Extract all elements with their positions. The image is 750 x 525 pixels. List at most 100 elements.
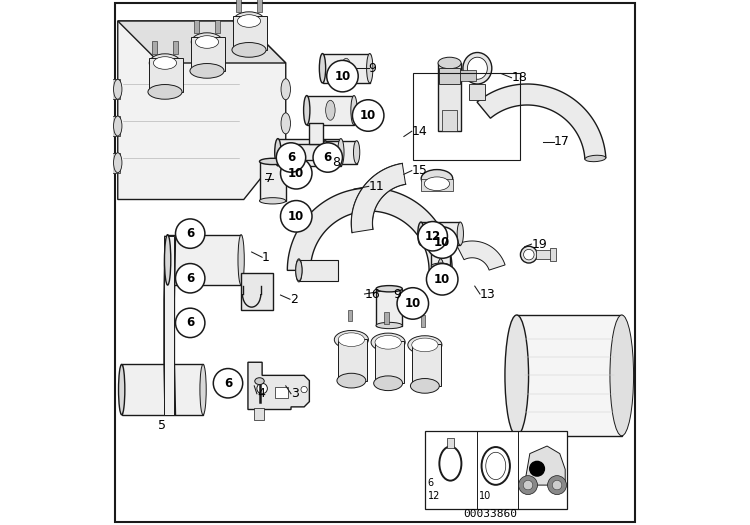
Ellipse shape [505,315,529,436]
Ellipse shape [190,64,224,78]
Ellipse shape [113,153,122,173]
Text: 6: 6 [186,317,194,329]
Text: 18: 18 [512,71,527,84]
Bar [460,70,476,81]
Ellipse shape [148,85,182,99]
Text: 17: 17 [554,135,569,148]
Ellipse shape [467,57,488,79]
Ellipse shape [113,116,122,136]
Bar [431,240,450,266]
Bar [309,123,322,144]
Bar [517,315,622,436]
Circle shape [352,100,384,131]
Polygon shape [118,21,286,63]
Ellipse shape [327,144,334,160]
Bar [191,37,226,71]
Bar [194,20,199,33]
Bar [322,54,370,83]
Ellipse shape [437,259,444,282]
Ellipse shape [320,54,326,83]
Polygon shape [477,84,606,159]
Bar [233,16,267,50]
Text: 16: 16 [364,288,380,300]
Circle shape [427,264,458,295]
Ellipse shape [408,336,442,354]
Bar [438,63,461,131]
Text: 1: 1 [262,251,270,264]
Polygon shape [248,362,309,410]
Ellipse shape [149,54,181,72]
Ellipse shape [113,79,122,99]
Circle shape [280,158,312,189]
Circle shape [327,60,358,92]
Circle shape [418,222,448,251]
Bar [149,58,183,92]
Ellipse shape [196,36,218,48]
Polygon shape [298,260,338,281]
Text: 10: 10 [288,167,304,180]
Ellipse shape [334,331,368,349]
Ellipse shape [376,286,402,292]
Ellipse shape [458,222,464,245]
Text: 10: 10 [434,273,450,286]
Bar [110,116,120,136]
Ellipse shape [232,43,266,57]
Polygon shape [287,188,452,270]
Ellipse shape [338,333,364,347]
Ellipse shape [438,57,461,69]
Ellipse shape [341,58,351,78]
Text: 6: 6 [324,151,332,164]
Circle shape [176,264,205,293]
Ellipse shape [281,113,290,134]
Circle shape [552,480,562,490]
Bar [421,222,460,245]
Text: 6: 6 [427,478,433,488]
Ellipse shape [431,237,450,243]
Bar [422,315,425,327]
Bar [412,344,441,386]
Ellipse shape [164,235,171,285]
Text: 00033860: 00033860 [464,509,518,519]
Bar [110,79,120,99]
Text: 3: 3 [291,387,298,400]
Ellipse shape [424,177,449,191]
Bar [375,341,404,383]
Text: 10: 10 [405,297,421,310]
Text: 12: 12 [424,230,441,243]
Bar [439,68,460,84]
Ellipse shape [337,373,366,388]
Ellipse shape [610,315,634,436]
Bar [442,110,457,131]
Circle shape [301,386,307,393]
Bar [257,0,262,12]
Bar [376,289,402,326]
Polygon shape [352,163,406,233]
Ellipse shape [371,333,405,352]
Ellipse shape [412,338,438,352]
Text: 4: 4 [256,387,265,400]
Text: 8: 8 [332,156,340,169]
Ellipse shape [274,139,281,166]
Ellipse shape [520,246,537,263]
Ellipse shape [375,335,401,349]
Bar [254,408,264,420]
Bar [275,387,288,398]
Polygon shape [520,446,566,485]
Ellipse shape [351,96,357,125]
Circle shape [176,308,205,338]
Bar [447,438,454,448]
Bar [385,312,388,324]
Text: 6: 6 [224,377,232,390]
Bar [422,178,453,191]
Bar [326,141,357,164]
Text: 7: 7 [265,172,273,185]
Ellipse shape [281,144,290,165]
Bar [424,430,567,509]
Circle shape [213,369,243,398]
Ellipse shape [281,79,290,100]
FancyBboxPatch shape [242,273,273,310]
Circle shape [397,288,428,319]
Bar [168,235,242,285]
Circle shape [518,476,538,495]
Circle shape [176,219,205,248]
